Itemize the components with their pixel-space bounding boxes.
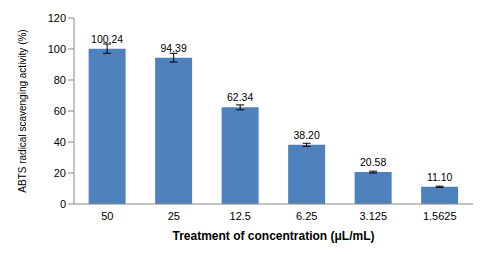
svg-text:12.5: 12.5 — [230, 210, 251, 222]
svg-text:Treatment of concentration (μL: Treatment of concentration (μL/mL) — [172, 229, 374, 243]
svg-text:11.10: 11.10 — [427, 171, 453, 183]
svg-text:120: 120 — [48, 12, 66, 24]
svg-text:94.39: 94.39 — [160, 42, 186, 54]
svg-text:6.25: 6.25 — [296, 210, 317, 222]
svg-text:50: 50 — [101, 210, 113, 222]
svg-text:25: 25 — [168, 210, 180, 222]
svg-text:1.5625: 1.5625 — [423, 210, 457, 222]
svg-text:20.58: 20.58 — [360, 156, 386, 168]
svg-text:80: 80 — [54, 74, 66, 86]
svg-text:62.34: 62.34 — [227, 91, 253, 103]
svg-text:0: 0 — [60, 198, 66, 210]
svg-text:38.20: 38.20 — [293, 129, 319, 141]
svg-text:ABTS radical scavenging activi: ABTS radical scavenging activity (%) — [17, 29, 28, 192]
svg-text:40: 40 — [54, 136, 66, 148]
svg-text:100.24: 100.24 — [91, 33, 123, 45]
svg-text:100: 100 — [48, 43, 66, 55]
svg-text:3.125: 3.125 — [359, 210, 387, 222]
svg-text:60: 60 — [54, 105, 66, 117]
svg-text:20: 20 — [54, 167, 66, 179]
